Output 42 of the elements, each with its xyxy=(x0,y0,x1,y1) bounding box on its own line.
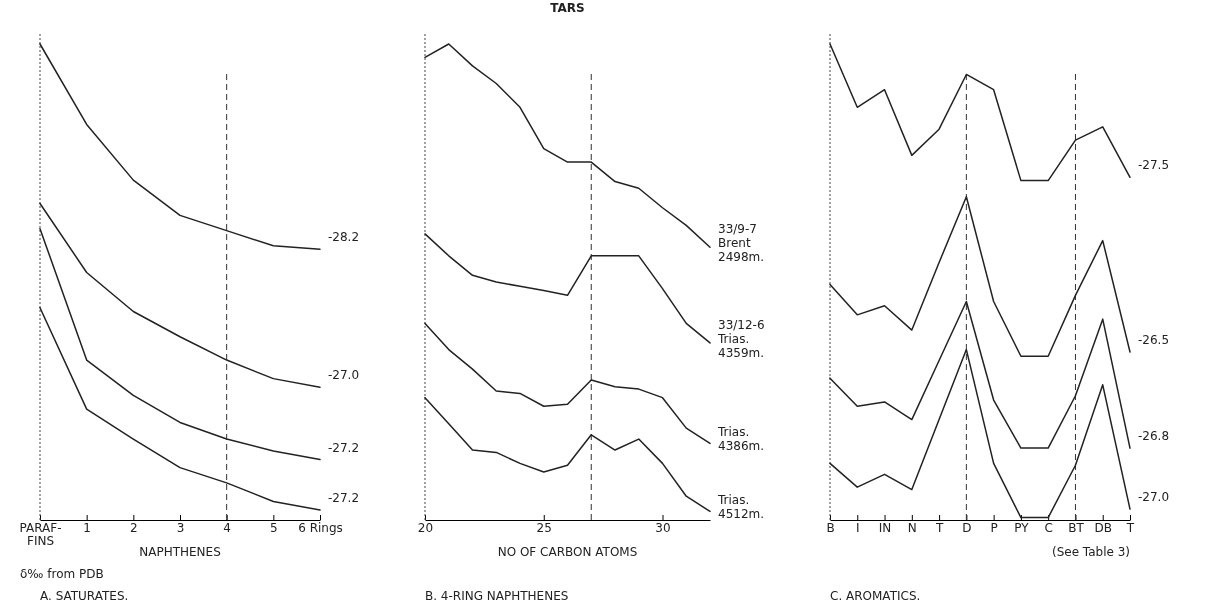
x-tick-label: 4 xyxy=(223,520,231,535)
series-label: -26.5 xyxy=(1138,332,1170,347)
text: C. AROMATICS. xyxy=(830,589,921,603)
x-tick-label: N xyxy=(907,520,917,535)
x-tick-label: 25 xyxy=(536,520,552,535)
x-tick-label: BT xyxy=(1068,520,1085,535)
x-tick-label: 6 Rings xyxy=(298,520,343,535)
x-tick-label: 5 xyxy=(270,520,278,535)
x-tick-label: 1 xyxy=(83,520,91,535)
series-label: -27.0 xyxy=(328,368,360,383)
series-label: -27.0 xyxy=(1138,490,1170,505)
text: TARS xyxy=(550,1,585,15)
text: A. SATURATES. xyxy=(40,589,129,603)
text: B. 4-RING NAPHTHENES xyxy=(425,589,569,603)
text: δ‰ from PDB xyxy=(20,567,104,581)
x-tick-label: T xyxy=(1125,520,1135,535)
x-tick-label: 3 xyxy=(176,520,185,535)
x-axis-title: NO OF CARBON ATOMS xyxy=(497,545,638,559)
series-label: -28.2 xyxy=(328,230,360,245)
x-tick-label: B xyxy=(826,520,835,535)
x-tick-label: 2 xyxy=(130,520,138,535)
x-tick-label: I xyxy=(856,520,860,535)
x-tick-label: 30 xyxy=(655,520,671,535)
x-tick-label: IN xyxy=(878,520,892,535)
x-tick-label: DB xyxy=(1094,520,1112,535)
series-label: Trias. 4386m. xyxy=(717,425,765,454)
series-label: -27.2 xyxy=(328,440,360,455)
text: (See Table 3) xyxy=(1051,545,1130,559)
x-tick-label: D xyxy=(962,520,972,535)
x-tick-label: PARAF- FINS xyxy=(19,520,62,548)
x-tick-label: T xyxy=(934,520,944,535)
x-tick-label: P xyxy=(990,520,998,535)
x-axis-title: NAPHTHENES xyxy=(139,545,221,559)
series-label: 33/12-6 Trias. 4359m. xyxy=(717,317,765,360)
series-label: 33/9-7 Brent 2498m. xyxy=(718,222,765,265)
x-tick-label: 20 xyxy=(417,520,434,535)
series-label: Trias. 4512m. xyxy=(717,493,765,522)
x-tick-label: PY xyxy=(1014,520,1030,535)
series-label: -26.8 xyxy=(1138,429,1170,444)
x-tick-label: C xyxy=(1044,520,1053,535)
series-label: -27.2 xyxy=(328,491,360,505)
series-label: -27.5 xyxy=(1138,158,1170,173)
